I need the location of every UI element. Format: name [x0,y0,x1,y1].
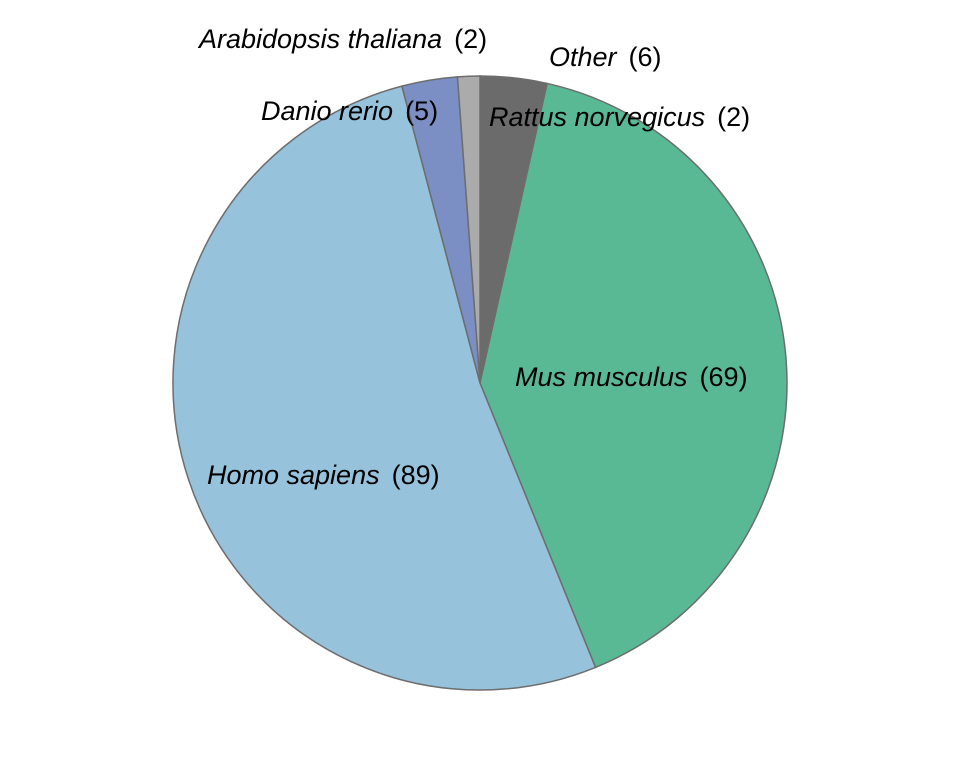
slice-label-value: (2) [454,24,487,54]
slice-label-name: Danio rerio [261,96,393,126]
pie-slice-homo-sapiens [172,85,597,691]
pie-slices [172,75,788,691]
pie-slice-arabidopsis-thaliana [456,75,481,384]
pie-labels: Other (6) Mus musculus (69) Homo sapiens (89)… [197,24,750,490]
pie-slice-mus-musculus [479,82,788,669]
slice-label-arabidopsis-thaliana: Arabidopsis thaliana (2) [197,24,487,54]
slice-label-homo-sapiens: Homo sapiens (89) [207,460,440,490]
slice-label-value: (6) [629,42,662,72]
slice-label-rattus-norvegicus: Rattus norvegicus (2) [489,102,750,132]
slice-label-name: Other [549,42,618,72]
slice-label-value: (5) [405,96,438,126]
slice-label-value: (2) [717,102,750,132]
slice-label-name: Rattus norvegicus [489,102,705,132]
slice-label-name: Homo sapiens [207,460,380,490]
slice-label-danio-rerio: Danio rerio (5) [261,96,438,126]
slice-label-name: Arabidopsis thaliana [197,24,442,54]
slice-label-other: Other (6) [549,42,662,72]
slice-label-name: Mus musculus [515,362,688,392]
slice-label-value: (89) [392,460,440,490]
slice-label-value: (69) [700,362,748,392]
slice-label-mus-musculus: Mus musculus (69) [515,362,748,392]
